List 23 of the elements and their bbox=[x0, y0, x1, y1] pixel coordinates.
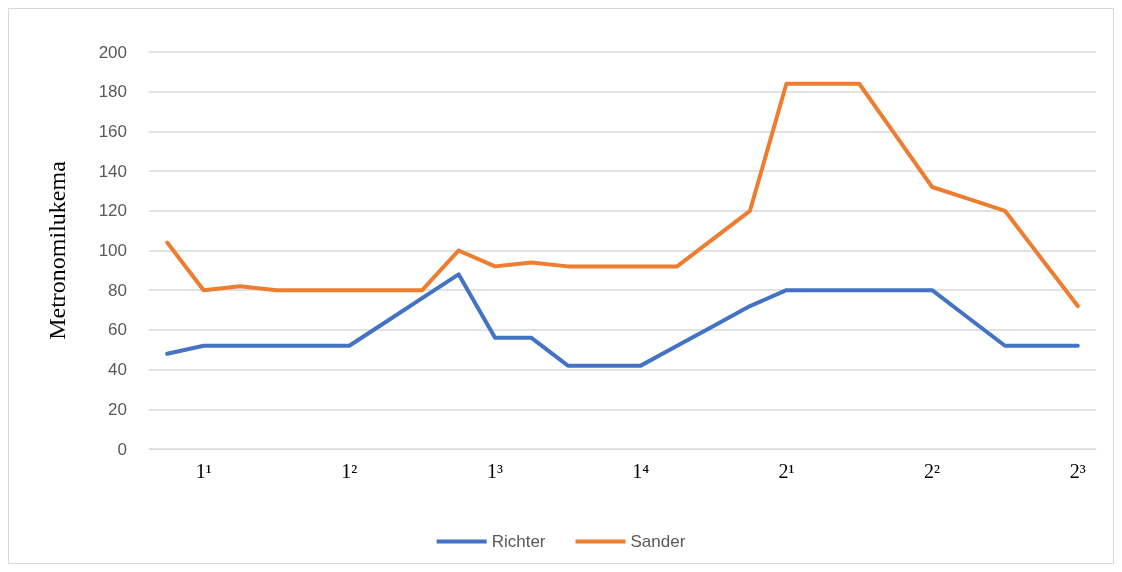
y-tick-label: 0 bbox=[117, 439, 127, 459]
x-tick-label: 2³ bbox=[1069, 460, 1086, 482]
line-series bbox=[165, 81, 1080, 309]
y-tick-label: 80 bbox=[108, 280, 127, 300]
y-tick-label: 180 bbox=[98, 82, 127, 102]
legend-label: Sander bbox=[630, 532, 686, 551]
y-axis-title: Metronomilukema bbox=[44, 160, 70, 340]
y-tick-label: 200 bbox=[98, 42, 127, 62]
x-tick-label: 1² bbox=[341, 460, 358, 482]
x-tick-label: 2¹ bbox=[778, 460, 795, 482]
x-tick-label: 1¹ bbox=[195, 460, 212, 482]
y-tick-label: 40 bbox=[108, 360, 127, 380]
y-tick-label: 100 bbox=[98, 241, 127, 260]
y-tick-label: 160 bbox=[98, 121, 127, 141]
line-series bbox=[165, 272, 1080, 368]
legend-label: Richter bbox=[491, 532, 546, 551]
y-tick-label: 60 bbox=[108, 320, 127, 340]
x-tick-label: 1³ bbox=[487, 460, 504, 482]
y-tick-label: 120 bbox=[98, 201, 127, 221]
x-tick-label: 1⁴ bbox=[632, 460, 650, 482]
y-tick-label: 140 bbox=[98, 161, 127, 181]
y-tick-label: 20 bbox=[108, 399, 127, 419]
x-tick-label: 2² bbox=[924, 460, 941, 482]
